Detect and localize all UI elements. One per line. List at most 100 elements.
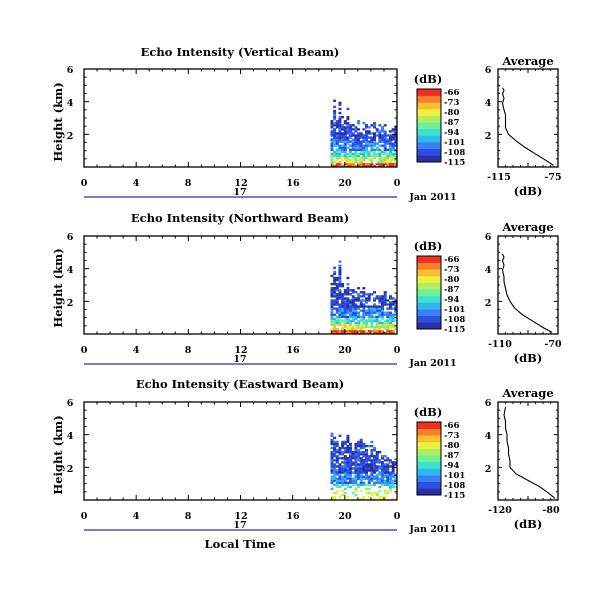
heatmap-cell <box>389 142 392 145</box>
heatmap-cell <box>378 485 382 489</box>
heatmap-cell <box>343 471 347 474</box>
heatmap-cell <box>394 152 398 156</box>
heatmap-cell <box>375 154 379 158</box>
heatmap-cell <box>365 453 369 456</box>
heatmap-cell <box>343 473 347 476</box>
heatmap-cell <box>341 467 345 470</box>
heatmap-cell <box>367 331 371 335</box>
heatmap-cell <box>394 463 398 466</box>
heatmap-cell <box>354 134 358 137</box>
heatmap-cell <box>375 317 379 321</box>
heatmap-cell <box>330 138 334 141</box>
heatmap-cell <box>338 103 342 107</box>
heatmap-cell <box>359 134 363 137</box>
heatmap-cell <box>367 130 371 133</box>
heatmap-cell <box>351 148 355 151</box>
heatmap-cell <box>367 156 371 160</box>
heatmap-cell <box>349 144 353 147</box>
northward-beam-xtick-12: 12 <box>234 345 247 356</box>
heatmap-cell <box>338 319 342 323</box>
heatmap-cell <box>330 148 334 151</box>
vertical-beam-xtick-0: 0 <box>81 178 88 189</box>
heatmap-cell <box>343 463 347 466</box>
heatmap-cell <box>333 295 337 298</box>
heatmap-cell <box>391 497 395 501</box>
heatmap-cell <box>383 481 387 484</box>
heatmap-cell <box>346 481 350 484</box>
heatmap-cell <box>381 465 384 468</box>
heatmap-cell <box>365 148 369 151</box>
heatmap-cell <box>351 315 355 318</box>
heatmap-cell <box>359 160 363 164</box>
eastward-beam-average-ticks <box>497 401 559 501</box>
heatmap-cell <box>333 473 337 476</box>
heatmap-cell <box>370 467 374 470</box>
heatmap-cell <box>359 156 363 160</box>
heatmap-cell <box>330 307 334 310</box>
heatmap-cell <box>359 325 363 329</box>
heatmap-cell <box>362 138 366 141</box>
heatmap-cell <box>343 303 347 306</box>
heatmap-cell <box>367 144 371 147</box>
heatmap-cell <box>381 134 384 137</box>
northward-beam-cb-tick: -66 <box>444 255 459 265</box>
heatmap-cell <box>365 325 369 329</box>
heatmap-cell <box>349 473 353 476</box>
heatmap-cell <box>346 457 350 460</box>
heatmap-cell <box>357 132 361 135</box>
heatmap-cell <box>389 461 392 464</box>
heatmap-cell <box>354 481 358 484</box>
heatmap-cell <box>357 138 361 141</box>
heatmap-cell <box>373 154 377 158</box>
heatmap-cell <box>338 154 342 158</box>
heatmap-cell <box>351 319 355 323</box>
eastward-beam-date-label: Jan 2011 <box>408 524 456 535</box>
heatmap-cell <box>378 477 382 480</box>
northward-beam-average-xlabel: (dB) <box>514 351 543 365</box>
heatmap-cell <box>357 467 361 470</box>
heatmap-cell <box>373 481 377 484</box>
heatmap-cell <box>381 164 384 168</box>
vertical-beam-cb-tick: -94 <box>444 128 459 138</box>
heatmap-cell <box>381 483 384 487</box>
heatmap-cell <box>367 317 371 321</box>
heatmap-cell <box>359 467 363 470</box>
northward-beam-cb-tick: -73 <box>444 265 459 275</box>
heatmap-cell <box>378 305 382 308</box>
heatmap-cell <box>362 483 366 487</box>
heatmap-cell <box>343 323 347 327</box>
eastward-beam-xtick-8: 8 <box>185 511 192 522</box>
heatmap-cell <box>357 305 361 308</box>
heatmap-cell <box>378 295 382 298</box>
heatmap-cell <box>359 162 363 166</box>
heatmap-cell <box>389 303 392 306</box>
heatmap-cell <box>349 315 353 318</box>
heatmap-cell <box>346 323 350 327</box>
heatmap-cell <box>373 331 377 335</box>
heatmap-cell <box>351 317 355 321</box>
heatmap-cell <box>354 327 358 331</box>
heatmap-cell <box>346 152 350 156</box>
heatmap-cell <box>381 297 384 300</box>
heatmap-cell <box>335 483 339 487</box>
colorbar-swatch <box>417 315 441 323</box>
heatmap-cell <box>341 146 345 149</box>
heatmap-cell <box>349 455 353 458</box>
heatmap-cell <box>391 483 395 487</box>
heatmap-cell <box>330 160 334 164</box>
heatmap-cell <box>338 473 342 476</box>
heatmap-cell <box>346 303 350 306</box>
heatmap-cell <box>349 134 353 137</box>
eastward-beam-panel: Echo Intensity (Eastward Beam) Height (k… <box>51 377 560 551</box>
local-time-xlabel: Local Time <box>205 537 276 551</box>
heatmap-cell <box>357 469 361 472</box>
heatmap-cell <box>391 313 395 316</box>
eastward-beam-average-xtick-max: -80 <box>542 505 560 516</box>
heatmap-cell <box>378 313 382 316</box>
heatmap-cell <box>333 483 337 487</box>
eastward-beam-ytick-6: 6 <box>67 398 74 409</box>
heatmap-cell <box>333 325 337 329</box>
heatmap-cell <box>367 309 371 312</box>
heatmap-cell <box>346 471 350 474</box>
